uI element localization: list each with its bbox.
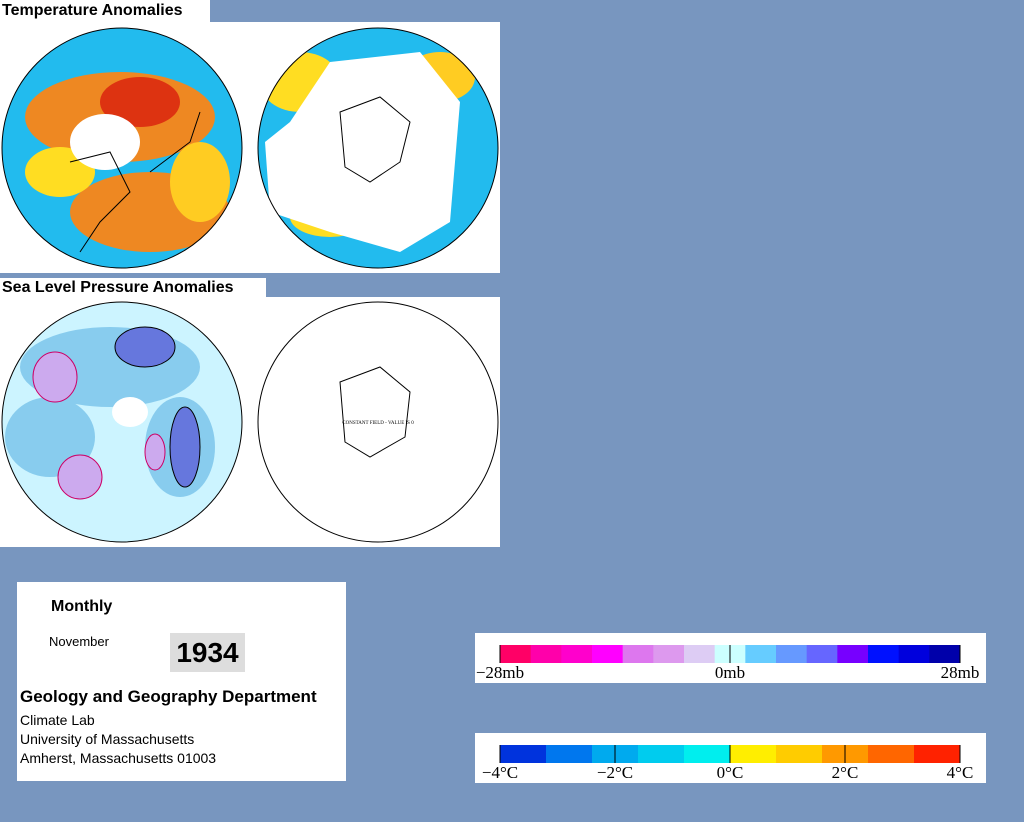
color-swatch xyxy=(914,745,961,763)
color-swatch xyxy=(776,745,823,763)
color-swatch xyxy=(929,645,961,663)
temperature-maps xyxy=(1,27,499,269)
constant-field-note: CONSTANT FIELD - VALUE IS 0 xyxy=(342,421,414,426)
period: Monthly xyxy=(51,598,113,615)
color-swatch xyxy=(806,645,838,663)
temperature-legend: −4°C −2°C 0°C 2°C 4°C xyxy=(475,733,986,783)
color-swatch xyxy=(730,745,777,763)
legend-label: −2°C xyxy=(597,763,633,782)
legend-label: −28mb xyxy=(476,663,524,682)
info-line: Climate Lab xyxy=(20,712,95,728)
color-swatch xyxy=(745,645,777,663)
legend-label: 0°C xyxy=(717,763,744,782)
color-swatch xyxy=(684,645,716,663)
info-line: University of Massachusetts xyxy=(20,731,195,747)
pressure-legend: −28mb 0mb 28mb xyxy=(475,633,986,683)
color-swatch xyxy=(898,645,930,663)
map-panel: CONSTANT FIELD - VALUE IS 0 xyxy=(0,297,500,547)
legend-label: 28mb xyxy=(941,663,980,682)
info-line: Amherst, Massachusetts 01003 xyxy=(20,750,217,766)
color-swatch xyxy=(592,645,624,663)
color-swatch xyxy=(638,745,685,763)
map-panel xyxy=(0,22,500,273)
legend-label: −4°C xyxy=(482,763,518,782)
color-swatch xyxy=(868,645,900,663)
legend-label: 4°C xyxy=(947,763,974,782)
color-swatch xyxy=(622,645,654,663)
color-swatch xyxy=(500,745,547,763)
department: Geology and Geography Department xyxy=(20,687,317,706)
legend-label: 0mb xyxy=(715,663,745,682)
north-temp-map xyxy=(2,28,242,268)
color-swatch xyxy=(546,745,593,763)
north-pressure-map xyxy=(2,302,242,542)
south-pressure-map xyxy=(257,301,499,543)
title-box: Temperature Anomalies xyxy=(0,0,210,22)
color-swatch xyxy=(561,645,593,663)
temperature-colorbar: −4°C −2°C 0°C 2°C 4°C xyxy=(482,745,974,782)
color-swatch xyxy=(653,645,685,663)
section-title: Temperature Anomalies xyxy=(2,2,183,19)
color-swatch xyxy=(684,745,731,763)
year: 1934 xyxy=(170,633,245,672)
color-swatch xyxy=(837,645,869,663)
color-swatch xyxy=(500,645,532,663)
color-swatch xyxy=(776,645,808,663)
legend-label: 2°C xyxy=(832,763,859,782)
color-swatch xyxy=(868,745,915,763)
info-panel: Monthly November 1934 Geology and Geogra… xyxy=(17,582,346,781)
month: November xyxy=(49,634,109,649)
pressure-colorbar: −28mb 0mb 28mb xyxy=(476,645,980,682)
color-swatch xyxy=(530,645,562,663)
section-title: Sea Level Pressure Anomalies xyxy=(2,279,234,296)
south-temp-map xyxy=(258,28,498,268)
title-box: Sea Level Pressure Anomalies xyxy=(0,278,266,297)
pressure-maps: CONSTANT FIELD - VALUE IS 0 xyxy=(1,301,499,543)
